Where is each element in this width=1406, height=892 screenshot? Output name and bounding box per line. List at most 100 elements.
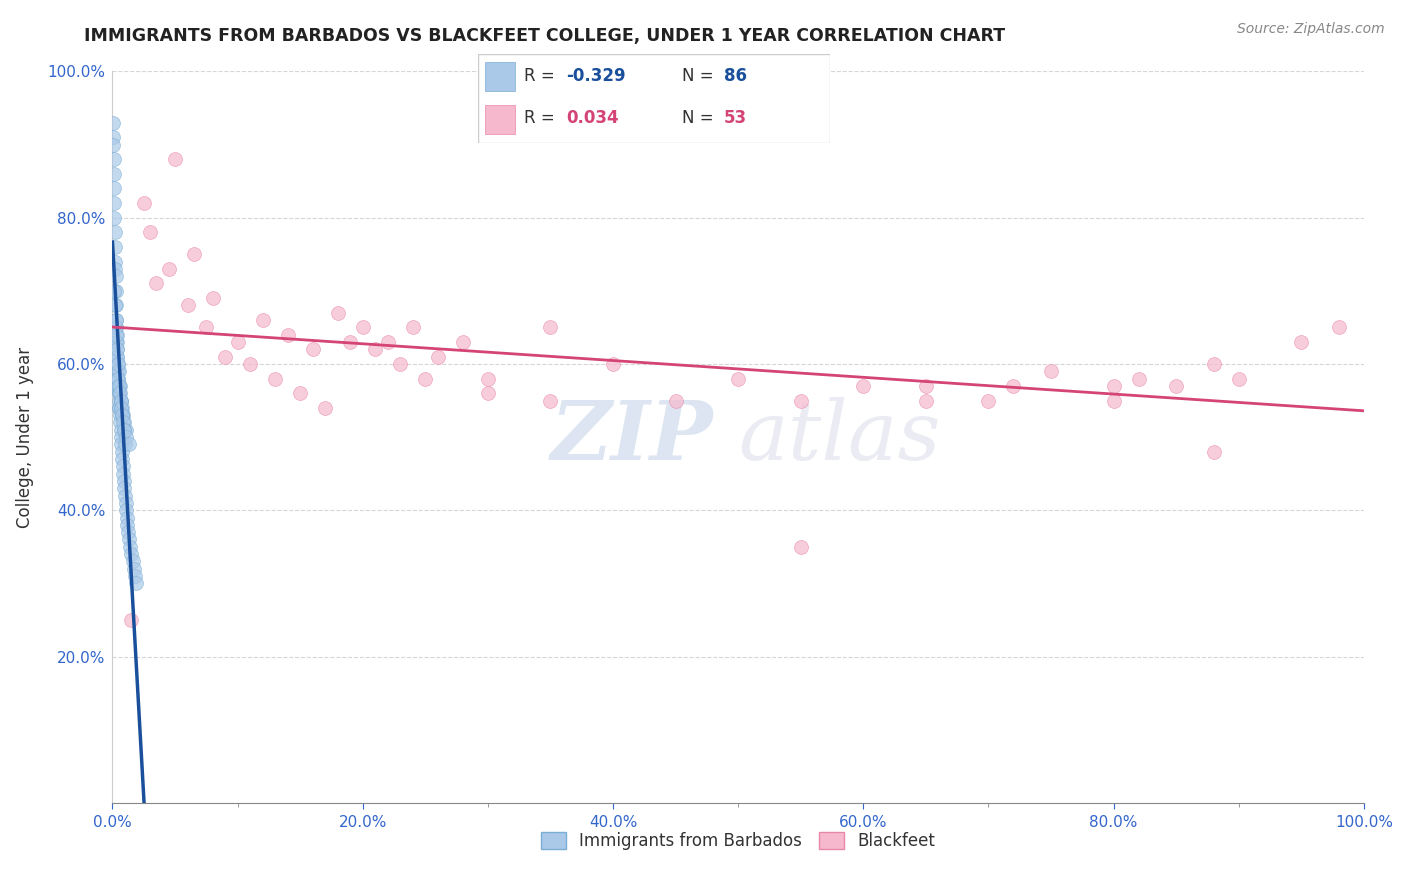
Point (1327, 320, 1350, 334)
Point (107, 393, 129, 408)
Point (105, 298, 128, 312)
Point (112, 481, 135, 495)
Point (112, 423, 135, 437)
Point (105, 327, 128, 342)
Text: -0.329: -0.329 (567, 67, 626, 85)
Point (105, 313, 128, 327)
Point (377, 334, 399, 349)
Point (1128, 371, 1150, 385)
Point (104, 261, 127, 276)
Bar (485, 62, 515, 92)
Point (104, 225, 127, 239)
Point (110, 416, 132, 430)
Point (352, 320, 374, 334)
Point (314, 401, 336, 415)
Point (107, 350, 129, 364)
Point (277, 327, 299, 342)
Text: R =: R = (524, 67, 554, 85)
Point (112, 416, 135, 430)
Point (103, 284, 125, 298)
Point (111, 444, 134, 458)
Point (176, 298, 198, 312)
Point (104, 254, 127, 268)
Point (108, 386, 131, 401)
Point (389, 357, 412, 371)
Point (111, 408, 134, 422)
Point (214, 350, 236, 364)
Point (105, 327, 128, 342)
Point (103, 211, 125, 225)
Point (364, 343, 387, 357)
Point (125, 576, 148, 591)
Point (477, 386, 499, 401)
Point (264, 371, 287, 385)
Point (1202, 444, 1225, 458)
Point (111, 408, 134, 422)
Point (301, 343, 323, 357)
Point (105, 343, 128, 357)
Point (112, 416, 135, 430)
Point (107, 371, 129, 385)
Point (108, 386, 131, 401)
Point (1102, 379, 1125, 393)
Point (852, 379, 875, 393)
Point (115, 503, 138, 517)
Point (110, 393, 132, 408)
Point (111, 459, 134, 474)
Point (477, 371, 499, 385)
Point (105, 320, 128, 334)
Point (103, 181, 125, 195)
Point (111, 401, 134, 415)
Point (727, 371, 749, 385)
Point (107, 357, 129, 371)
Point (1102, 393, 1125, 408)
Point (103, 137, 125, 152)
Point (538, 393, 561, 408)
Point (1291, 334, 1313, 349)
Point (326, 306, 349, 320)
Point (114, 437, 136, 451)
Point (121, 554, 143, 568)
Point (790, 540, 813, 554)
Point (790, 393, 813, 408)
Point (107, 343, 129, 357)
Point (108, 379, 131, 393)
Text: N =: N = (682, 109, 713, 128)
Point (108, 379, 131, 393)
Point (451, 334, 474, 349)
Point (195, 320, 218, 334)
Point (1039, 364, 1063, 378)
Point (110, 401, 132, 415)
Text: Source: ZipAtlas.com: Source: ZipAtlas.com (1237, 22, 1385, 37)
Point (977, 393, 1000, 408)
Point (101, 115, 124, 129)
Point (117, 517, 139, 532)
Point (103, 152, 125, 166)
Point (145, 277, 167, 291)
Point (114, 423, 136, 437)
Point (124, 569, 146, 583)
Point (107, 379, 129, 393)
Point (104, 320, 127, 334)
Point (112, 423, 135, 437)
Point (103, 167, 125, 181)
Point (108, 401, 131, 415)
Point (105, 334, 128, 349)
Point (915, 379, 938, 393)
Point (110, 430, 132, 444)
Point (114, 489, 136, 503)
Point (110, 393, 132, 408)
Point (103, 196, 125, 211)
Point (104, 313, 127, 327)
Point (105, 334, 128, 349)
Point (104, 284, 127, 298)
Point (105, 371, 128, 385)
Point (112, 467, 135, 481)
Point (226, 334, 249, 349)
Text: 53: 53 (724, 109, 747, 128)
Point (104, 240, 127, 254)
Point (118, 540, 141, 554)
Point (1164, 379, 1187, 393)
Point (120, 613, 142, 627)
Point (163, 152, 186, 166)
